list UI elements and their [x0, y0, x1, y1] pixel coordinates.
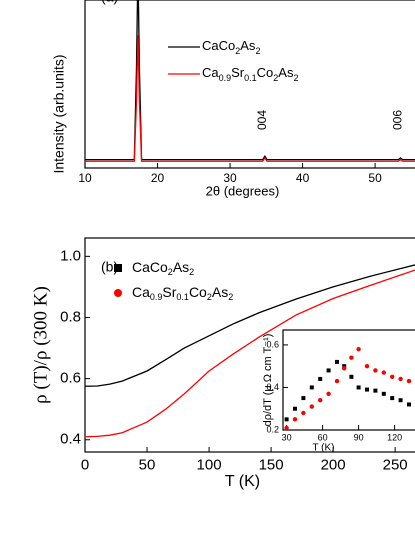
- point: [356, 346, 361, 352]
- x-tick-label: 100: [197, 456, 222, 473]
- point: [407, 402, 411, 407]
- y-axis-label: ρ (T)/ρ (300 K): [30, 286, 51, 404]
- y-axis-label: dρ/dT (μ Ω cm T⁻¹): [262, 334, 274, 427]
- x-tick-label: 30: [282, 432, 292, 442]
- y-tick-label: 0.6: [266, 339, 279, 349]
- y-tick-label: 1.0: [60, 247, 81, 264]
- peak-label: 006: [391, 110, 405, 130]
- point: [390, 396, 395, 401]
- point: [398, 398, 403, 403]
- x-tick-label: 40: [296, 171, 310, 185]
- point: [335, 359, 339, 364]
- x-tick-label: 50: [368, 171, 382, 185]
- panel-label: (b): [101, 259, 118, 275]
- point: [349, 355, 354, 360]
- point: [301, 396, 306, 401]
- legend-label: CaCo2As2: [202, 38, 260, 56]
- point: [334, 378, 340, 384]
- x-axis-label: T (K): [225, 473, 260, 490]
- point: [301, 410, 306, 416]
- x-tick-label: 20: [151, 171, 165, 185]
- x-tick-label: 250: [383, 456, 408, 473]
- point: [373, 368, 378, 373]
- legend-label: Ca0.9Sr0.1Co2As2: [132, 284, 233, 303]
- legend-label: Ca0.9Sr0.1Co2As2: [202, 65, 298, 83]
- point: [318, 398, 323, 403]
- x-axis-label: T (K): [312, 443, 334, 454]
- point: [309, 404, 314, 409]
- point: [364, 363, 370, 369]
- point: [365, 387, 369, 392]
- x-tick-label: 30: [223, 171, 237, 185]
- y-tick-label: 0.2: [266, 424, 279, 434]
- point: [349, 374, 354, 379]
- peak-label: 004: [255, 110, 269, 130]
- point: [390, 374, 395, 380]
- series-line: [85, 35, 415, 162]
- x-tick-label: 90: [354, 432, 364, 442]
- point: [284, 417, 289, 422]
- legend-swatch: [114, 264, 122, 272]
- series-line: [85, 264, 415, 387]
- plot-frame: [282, 329, 415, 431]
- point: [381, 370, 386, 375]
- x-tick-label: 200: [321, 456, 346, 473]
- legend-swatch: [114, 289, 122, 297]
- y-tick-label: 0.4: [60, 431, 81, 448]
- legend-label: CaCo2As2: [132, 259, 194, 278]
- point: [342, 366, 347, 371]
- y-tick-label: 0.4: [266, 382, 279, 392]
- point: [381, 391, 386, 396]
- point: [326, 391, 331, 397]
- x-axis-label: 2θ (degrees): [206, 183, 280, 198]
- plot-frame: [84, 0, 415, 169]
- point: [326, 368, 331, 373]
- point: [318, 376, 323, 381]
- y-tick-label: 0.8: [60, 308, 81, 325]
- point: [309, 385, 314, 390]
- series-line: [85, 269, 415, 438]
- point: [356, 385, 361, 390]
- point: [398, 376, 403, 382]
- x-tick-label: 150: [259, 456, 284, 473]
- x-tick-label: 0: [81, 456, 89, 473]
- point: [292, 417, 298, 422]
- point: [406, 378, 412, 384]
- x-tick-label: 60: [318, 432, 328, 442]
- series-line: [85, 0, 415, 161]
- point: [284, 425, 289, 431]
- y-axis-label: Intensity (arb.units): [51, 54, 67, 173]
- x-tick-label: 10: [78, 171, 92, 185]
- point: [373, 388, 378, 393]
- point: [293, 406, 297, 411]
- x-tick-label: 120: [387, 432, 402, 442]
- panel-label: (a): [101, 0, 118, 5]
- plot-frame: [84, 237, 415, 453]
- y-tick-label: 0.6: [60, 370, 81, 387]
- x-tick-label: 50: [139, 456, 156, 473]
